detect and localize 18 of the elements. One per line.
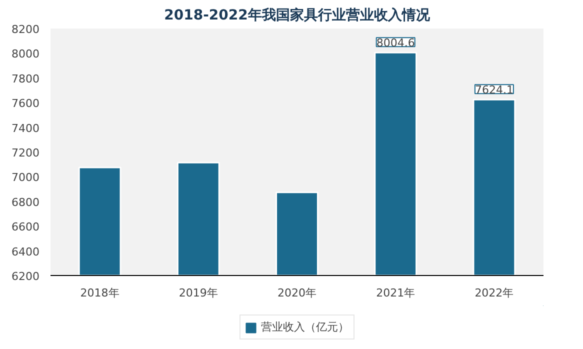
y-tick-label: 7400 [12, 122, 40, 135]
chart-title: 2018-2022年我国家具行业营业收入情况 [164, 6, 431, 24]
y-tick-label: 7200 [12, 146, 40, 160]
x-tick-label: 2021年 [376, 286, 416, 300]
y-tick-label: 7800 [12, 72, 40, 86]
x-tick-label: 2018年 [80, 286, 120, 300]
y-tick-label: 6200 [12, 270, 40, 283]
y-tick-label: 7000 [12, 171, 40, 184]
y-tick-label: 6600 [12, 220, 40, 234]
y-tick-label: 6800 [12, 196, 40, 209]
x-tick-label: 2019年 [178, 286, 218, 300]
y-tick-label: 8200 [12, 23, 40, 36]
y-tick-label: 7600 [12, 97, 40, 110]
x-tick-label: 2020年 [278, 286, 317, 300]
x-tick-label: 2022年 [474, 286, 514, 300]
y-tick-label: 8000 [12, 48, 40, 61]
legend-label: 营业收入（亿元） [261, 320, 349, 334]
y-tick-label: 6400 [12, 245, 40, 258]
